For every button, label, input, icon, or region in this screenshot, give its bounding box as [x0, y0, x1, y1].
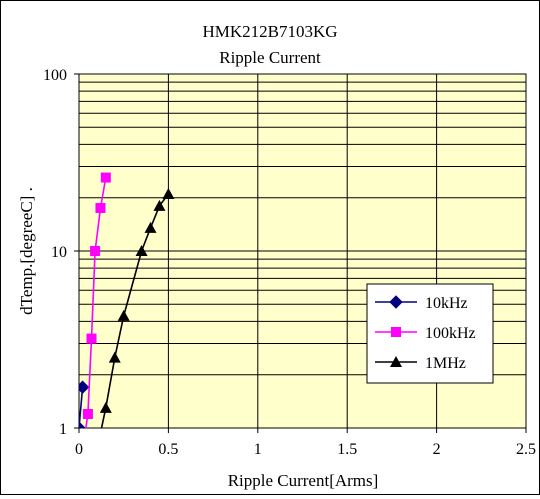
data-point-1mhz — [162, 187, 175, 199]
series-line-10khz — [79, 387, 84, 428]
legend-box — [366, 283, 494, 384]
grid-lines — [78, 74, 527, 429]
series-10khz — [79, 380, 90, 428]
x-tick-label: 0 — [75, 441, 83, 458]
x-tick-label: 2 — [433, 441, 441, 458]
legend-item-10khz: 10kHz — [375, 295, 468, 312]
legend-marker-10khz — [389, 295, 403, 309]
legend-label-1mhz: 1MHz — [425, 355, 466, 372]
data-point-10khz — [79, 380, 90, 394]
data-point-100khz — [90, 246, 101, 256]
data-point-1mhz — [153, 199, 166, 211]
data-point-100khz — [82, 408, 93, 419]
data-series — [79, 172, 175, 455]
data-point-10khz — [79, 421, 86, 428]
data-point-100khz — [95, 202, 106, 213]
chart-subtitle: Ripple Current — [219, 48, 321, 67]
data-point-1mhz — [91, 444, 103, 455]
legend-marker-100khz — [391, 327, 401, 337]
x-tick-label: 1 — [254, 441, 262, 458]
data-point-100khz — [100, 172, 111, 183]
data-point-1mhz — [135, 245, 148, 256]
series-100khz — [82, 172, 111, 428]
legend: 10kHz 100kHz 1MHz — [366, 283, 494, 384]
data-point-1mhz — [144, 221, 157, 233]
data-point-1mhz — [108, 351, 121, 363]
legend-label-100khz: 100kHz — [425, 325, 476, 342]
y-tick-label: 1 — [59, 421, 67, 438]
series-line-100khz — [85, 177, 107, 428]
legend-marker-1mhz — [390, 356, 402, 367]
legend-item-100khz: 100kHz — [375, 325, 476, 342]
chart-title: HMK212B7103KG — [202, 22, 337, 41]
y-tick-label: 100 — [43, 67, 67, 84]
tick-labels: 0 0.5 1 1.5 2 2.5 1 10 100 — [43, 67, 536, 458]
data-point-100khz — [86, 333, 97, 344]
legend-label-10khz: 10kHz — [425, 295, 468, 312]
x-tick-label: 1.5 — [337, 441, 357, 458]
x-tick-label: 0.5 — [158, 441, 178, 458]
data-point-1mhz — [117, 309, 130, 321]
y-axis-label: dTemp.[degreeC] . — [17, 187, 36, 315]
series-1mhz — [91, 187, 175, 455]
data-point-1mhz — [99, 401, 112, 413]
x-tick-label: 2.5 — [516, 441, 536, 458]
y-tick-label: 10 — [51, 244, 67, 261]
x-axis-label: Ripple Current[Arms] — [228, 471, 379, 490]
legend-item-1mhz: 1MHz — [375, 355, 466, 372]
